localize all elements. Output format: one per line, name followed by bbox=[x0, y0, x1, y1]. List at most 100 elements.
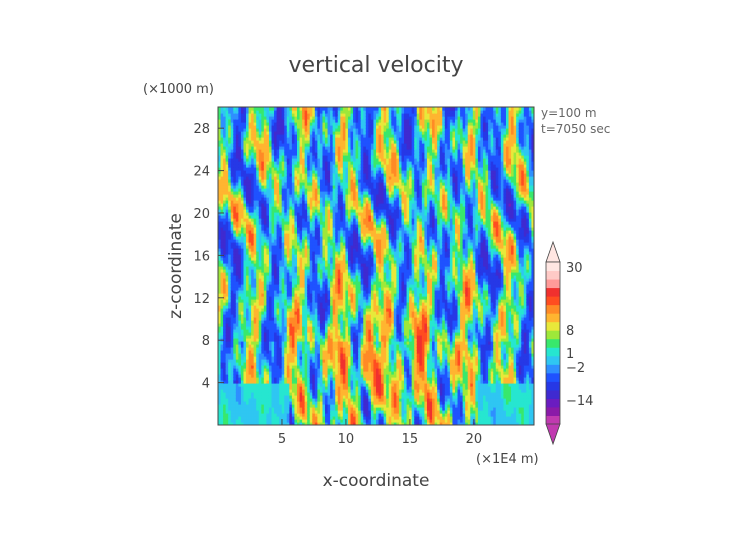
heatmap-cell bbox=[332, 314, 336, 318]
heatmap-cell bbox=[297, 371, 301, 375]
heatmap-cell bbox=[312, 305, 316, 309]
heatmap-cell bbox=[253, 128, 257, 132]
heatmap-cell bbox=[286, 182, 290, 186]
heatmap-cell bbox=[274, 290, 278, 294]
heatmap-cell bbox=[261, 359, 265, 363]
heatmap-cell bbox=[263, 143, 268, 147]
heatmap-cell bbox=[243, 146, 247, 150]
heatmap-cell bbox=[258, 254, 262, 258]
heatmap-cell bbox=[261, 128, 265, 132]
heatmap-cell bbox=[263, 275, 268, 279]
heatmap-cell bbox=[266, 374, 270, 378]
heatmap-cell bbox=[274, 320, 278, 324]
heatmap-cell bbox=[225, 287, 229, 291]
heatmap-cell bbox=[261, 110, 265, 114]
heatmap-cell bbox=[240, 368, 245, 372]
heatmap-cell bbox=[218, 356, 222, 360]
heatmap-cell bbox=[228, 143, 232, 147]
heatmap-cell bbox=[317, 350, 321, 354]
heatmap-cell bbox=[243, 422, 247, 425]
heatmap-cell bbox=[261, 407, 265, 411]
heatmap-cell bbox=[309, 407, 313, 411]
heatmap-cell bbox=[268, 281, 273, 285]
heatmap-cell bbox=[297, 287, 301, 291]
heatmap-cell bbox=[233, 254, 237, 258]
heatmap-cell bbox=[268, 335, 273, 339]
heatmap-cell bbox=[266, 344, 270, 348]
heatmap-cell bbox=[253, 323, 257, 327]
heatmap-cell bbox=[238, 296, 242, 300]
heatmap-cell bbox=[302, 161, 306, 165]
heatmap-cell bbox=[325, 158, 329, 162]
heatmap-cell bbox=[268, 272, 273, 276]
heatmap-cell bbox=[235, 419, 239, 423]
heatmap-cell bbox=[330, 341, 334, 345]
heatmap-cell bbox=[238, 287, 242, 291]
heatmap-cell bbox=[253, 302, 257, 306]
heatmap-cell bbox=[274, 257, 278, 261]
heatmap-cell bbox=[330, 128, 334, 132]
heatmap-cell bbox=[240, 410, 245, 414]
heatmap-cell bbox=[319, 401, 324, 405]
heatmap-cell bbox=[218, 215, 222, 219]
heatmap-cell bbox=[284, 164, 288, 168]
heatmap-cell bbox=[332, 185, 336, 189]
heatmap-cell bbox=[240, 356, 245, 360]
heatmap-cell bbox=[330, 131, 334, 135]
heatmap-cell bbox=[279, 395, 283, 399]
heatmap-cell bbox=[225, 293, 229, 297]
heatmap-cell bbox=[330, 278, 334, 282]
heatmap-cell bbox=[251, 272, 255, 276]
heatmap-cell bbox=[268, 305, 273, 309]
heatmap-cell bbox=[251, 173, 255, 177]
heatmap-cell bbox=[304, 371, 308, 375]
heatmap-cell bbox=[327, 251, 331, 255]
heatmap-cell bbox=[220, 326, 224, 330]
heatmap-cell bbox=[289, 203, 293, 207]
heatmap-cell bbox=[302, 116, 306, 120]
heatmap-cell bbox=[294, 404, 298, 408]
heatmap-cell bbox=[330, 296, 334, 300]
heatmap-cell bbox=[238, 278, 242, 282]
heatmap-cell bbox=[325, 146, 329, 150]
heatmap-cell bbox=[274, 242, 278, 246]
heatmap-cell bbox=[332, 290, 336, 294]
heatmap-cell bbox=[332, 170, 336, 174]
heatmap-cell bbox=[233, 398, 237, 402]
heatmap-cell bbox=[271, 368, 275, 372]
heatmap-cell bbox=[299, 110, 303, 114]
heatmap-cell bbox=[251, 149, 255, 153]
heatmap-cell bbox=[243, 137, 247, 141]
heatmap-cell bbox=[327, 170, 331, 174]
heatmap-cell bbox=[294, 266, 298, 270]
heatmap-cell bbox=[233, 125, 237, 129]
heatmap-cell bbox=[314, 353, 318, 357]
heatmap-cell bbox=[223, 368, 227, 372]
heatmap-cell bbox=[268, 209, 273, 213]
heatmap-cell bbox=[261, 392, 265, 396]
heatmap-cell bbox=[233, 305, 237, 309]
heatmap-cell bbox=[327, 359, 331, 363]
heatmap-cell bbox=[233, 323, 237, 327]
heatmap-cell bbox=[302, 404, 306, 408]
heatmap-cell bbox=[256, 395, 260, 399]
heatmap-cell bbox=[314, 164, 318, 168]
heatmap-cell bbox=[225, 260, 229, 264]
heatmap-cell bbox=[281, 269, 285, 273]
heatmap-cell bbox=[266, 167, 270, 171]
heatmap-cell bbox=[325, 311, 329, 315]
heatmap-cell bbox=[225, 374, 229, 378]
heatmap-cell bbox=[294, 212, 298, 216]
heatmap-cell bbox=[271, 272, 275, 276]
heatmap-cell bbox=[314, 338, 318, 342]
heatmap-cell bbox=[240, 143, 245, 147]
heatmap-cell bbox=[319, 200, 324, 204]
heatmap-cell bbox=[289, 110, 293, 114]
heatmap-cell bbox=[330, 377, 334, 381]
heatmap-cell bbox=[291, 242, 296, 246]
heatmap-cell bbox=[261, 365, 265, 369]
heatmap-cell bbox=[297, 356, 301, 360]
heatmap-cell bbox=[266, 122, 270, 126]
heatmap-cell bbox=[238, 275, 242, 279]
heatmap-cell bbox=[309, 287, 313, 291]
